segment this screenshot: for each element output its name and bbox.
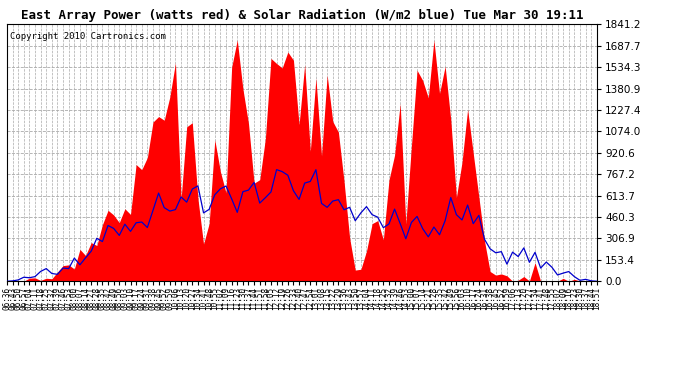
Title: East Array Power (watts red) & Solar Radiation (W/m2 blue) Tue Mar 30 19:11: East Array Power (watts red) & Solar Rad… <box>21 9 583 22</box>
Text: Copyright 2010 Cartronics.com: Copyright 2010 Cartronics.com <box>10 32 166 41</box>
